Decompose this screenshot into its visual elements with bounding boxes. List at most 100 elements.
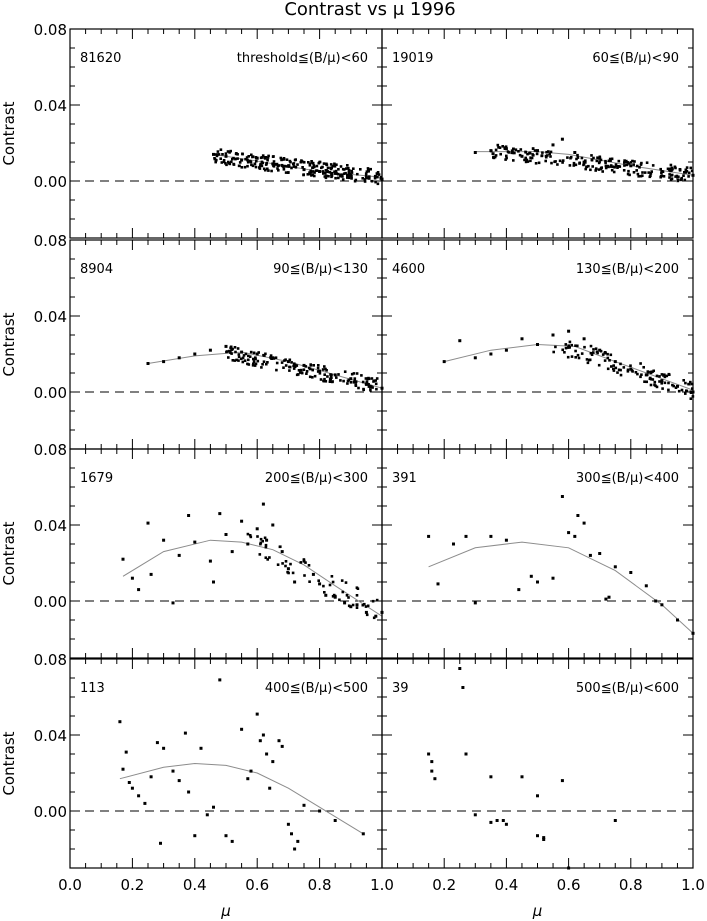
data-point [567,531,571,535]
band-point [561,161,564,164]
band-point [236,157,239,160]
data-point [149,775,153,779]
band-point [243,359,247,362]
band-point [313,174,316,178]
band-point [609,353,613,357]
band-point [247,155,250,158]
data-point [573,534,577,538]
band-point [293,158,297,162]
data-point [536,343,539,346]
band-point [614,163,618,166]
band-point [369,386,372,389]
band-point [660,382,663,385]
band-point [251,155,254,159]
band-point [685,169,689,173]
data-point [146,362,150,365]
range-label: 400≦(B/μ)<500 [265,681,368,696]
data-point [208,348,212,352]
band-point [253,364,257,367]
data-point [529,574,533,578]
band-point [329,377,332,381]
band-point [323,373,326,376]
band-point [525,158,529,162]
band-point [357,386,360,390]
data-point [551,576,555,580]
band-point [369,388,372,392]
band-point [594,169,597,172]
y-tick-label: 0.00 [34,173,67,191]
data-point [146,521,150,525]
band-point [623,161,626,164]
band-point [638,166,641,169]
band-point [241,152,244,156]
range-label: 500≦(B/μ)<600 [576,681,679,696]
band-point [687,175,690,178]
band-point [654,384,657,388]
band-point [261,161,264,165]
band-point [237,355,241,359]
band-point [215,154,219,158]
data-point [560,495,564,498]
band-point [577,356,581,360]
data-point [660,603,664,607]
data-point [293,847,297,851]
range-label: 130≦(B/μ)<200 [576,262,679,277]
data-point [598,156,602,160]
data-point [177,553,181,557]
band-point [556,163,559,166]
band-point [669,163,673,167]
data-point [520,154,524,158]
data-point [230,839,234,843]
band-point [287,571,290,575]
data-point [504,348,508,352]
band-point [330,174,334,177]
data-point [349,605,353,609]
data-point [676,618,679,622]
band-point [558,159,562,163]
band-point [567,346,570,349]
data-point [333,819,337,822]
band-point [612,367,615,371]
band-point [366,167,370,170]
band-point [310,161,314,164]
band-point [628,173,631,177]
band-point [272,165,276,168]
band-point [370,377,374,380]
band-point [584,167,587,171]
band-point [316,366,320,370]
band-point [241,360,245,364]
data-point [280,744,284,748]
data-point [258,739,262,743]
band-point [246,164,249,168]
band-point [309,171,313,174]
band-point [679,178,682,182]
band-point [330,373,333,377]
band-point [307,366,311,370]
data-point [246,777,250,781]
band-point [640,161,643,165]
band-point [227,161,231,165]
band-point [248,355,252,358]
band-point [376,182,380,186]
band-point [327,174,330,178]
band-point [330,166,333,169]
data-point [302,168,306,172]
data-point [199,746,203,750]
band-point [626,172,630,176]
band-point [339,165,343,168]
band-point [308,580,311,583]
band-point [564,346,568,350]
data-point [660,170,664,173]
data-point [464,534,468,538]
band-point [368,175,371,178]
band-point [670,177,674,180]
x-axis-label: μ [532,902,543,920]
band-point [512,147,515,151]
data-point [427,752,431,756]
band-point [623,164,626,167]
band-point [574,349,577,353]
data-point [130,786,134,790]
band-point [282,366,285,369]
band-point [612,369,616,372]
band-point [279,156,283,160]
